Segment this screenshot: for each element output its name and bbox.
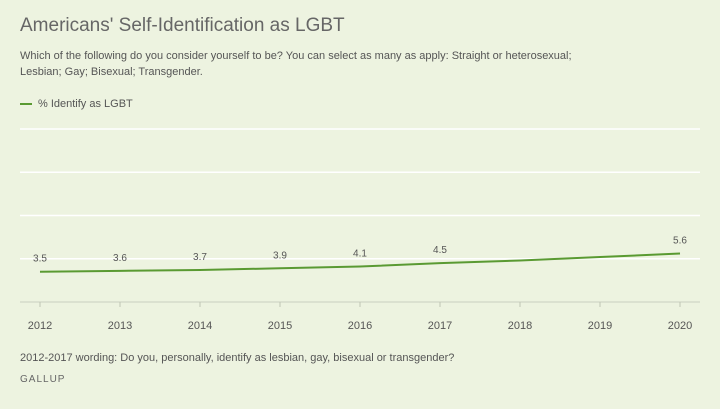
data-label: 3.6 [113,253,127,264]
data-label: 3.7 [193,252,207,263]
data-point [119,270,121,272]
source-label: GALLUP [20,374,66,385]
legend-label: % Identify as LGBT [38,98,133,110]
data-label: 3.9 [273,250,287,261]
data-point [439,262,441,264]
data-point [359,266,361,268]
data-label: 3.5 [33,254,47,265]
x-tick-label: 2019 [588,320,612,332]
data-labels: 3.5 3.6 3.7 3.9 4.1 4.5 5.6 [33,236,687,265]
chart-subtitle: Which of the following do you consider y… [20,50,572,78]
x-tick-label: 2014 [188,320,212,332]
x-tick-label: 2015 [268,320,292,332]
x-tick-label: 2020 [668,320,692,332]
data-label: 4.5 [433,245,447,256]
x-tick-labels: 2012 2013 2014 2015 2016 2017 2018 2019 2020 [28,320,692,332]
data-point [39,271,41,273]
data-point [599,256,601,258]
series-group [39,252,681,273]
x-tick-label: 2016 [348,320,372,332]
legend-swatch [20,103,32,105]
data-point [679,253,681,255]
legend: % Identify as LGBT [20,98,133,110]
x-tick-label: 2012 [28,320,52,332]
x-tick-label: 2017 [428,320,452,332]
wording-note: 2012-2017 wording: Do you, personally, i… [20,352,455,364]
data-label: 4.1 [353,249,367,260]
chart-title: Americans' Self-Identification as LGBT [20,15,345,36]
grid-lines [20,128,700,303]
data-point [279,267,281,269]
data-label: 5.6 [673,236,687,247]
x-tick-label: 2013 [108,320,132,332]
series-line [39,252,681,273]
data-point [519,259,521,261]
x-tick-label: 2018 [508,320,532,332]
x-ticks [39,302,681,307]
data-point [199,269,201,271]
